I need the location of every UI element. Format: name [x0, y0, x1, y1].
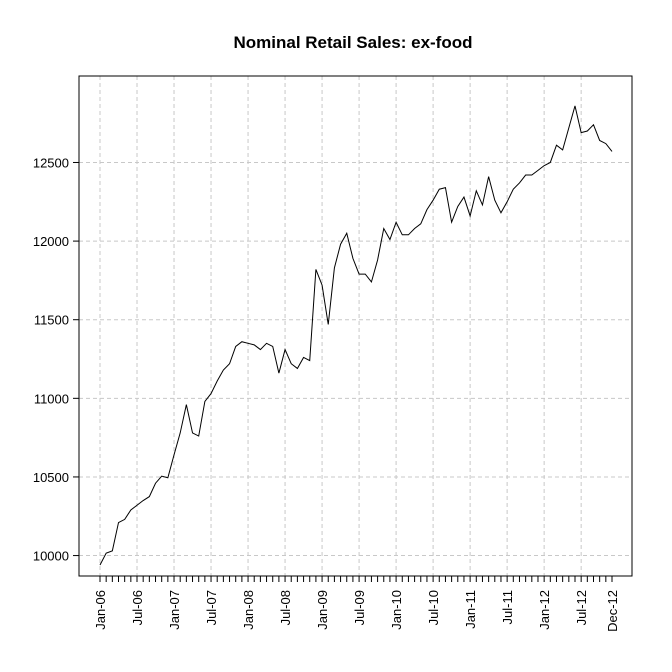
x-tick-label: Jan-08	[241, 590, 256, 630]
x-tick-label: Jan-09	[315, 590, 330, 630]
x-tick-label: Jul-10	[426, 590, 441, 625]
y-tick-label: 11000	[34, 391, 69, 406]
x-tick-label: Jul-12	[574, 590, 589, 625]
x-tick-label: Jul-11	[500, 590, 515, 624]
x-tick-label: Jul-06	[130, 590, 145, 625]
x-tick-label: Jul-07	[204, 590, 219, 625]
x-tick-label: Jan-11	[463, 590, 478, 629]
x-tick-label: Jan-07	[167, 590, 182, 630]
x-tick-label: Jan-12	[537, 590, 552, 630]
x-tick-label: Jul-09	[352, 590, 367, 625]
x-tick-label: Dec-12	[605, 590, 620, 632]
data-points	[99, 105, 613, 566]
y-axis: 10000 10500 11000 11500 12000 12500	[33, 155, 79, 564]
y-tick-label: 10500	[33, 470, 69, 485]
x-tick-label: Jul-08	[278, 590, 293, 625]
series-line	[99, 105, 613, 566]
x-axis: Jan-06 Jul-06 Jan-07 Jul-07 Jan-08 Jul-08 Jan-…	[93, 576, 620, 632]
y-tick-label: 12000	[33, 234, 69, 249]
plot-frame	[78, 75, 633, 577]
y-tick-label: 12500	[33, 155, 69, 170]
grid-layer	[79, 76, 632, 576]
y-tick-label: 10000	[33, 549, 69, 564]
y-tick-label: 11500	[34, 313, 69, 328]
chart-title: Nominal Retail Sales: ex-food	[234, 33, 473, 52]
x-tick-label: Jan-06	[93, 590, 108, 630]
x-tick-label: Jan-10	[389, 590, 404, 630]
